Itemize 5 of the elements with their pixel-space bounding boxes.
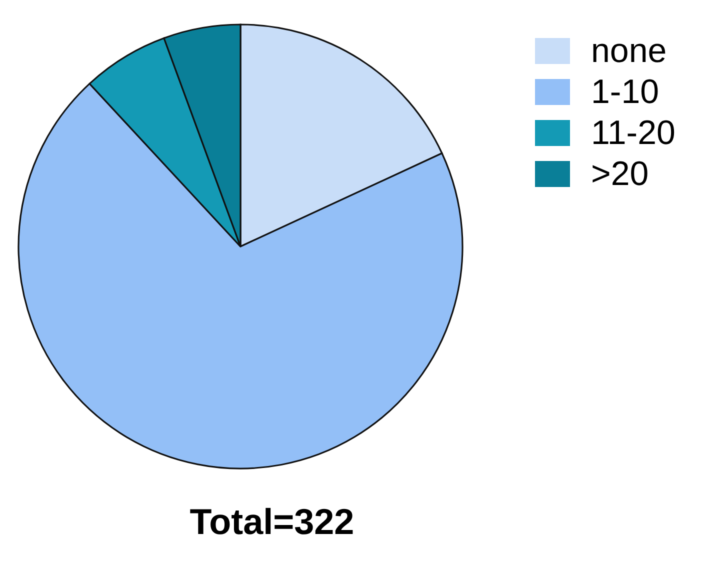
legend-label: 11-20 (591, 114, 676, 152)
legend-label: none (591, 32, 667, 70)
text: Total=322 (188, 500, 356, 544)
legend-label: 1-10 (591, 72, 660, 110)
legend-label: >20 (591, 154, 649, 192)
